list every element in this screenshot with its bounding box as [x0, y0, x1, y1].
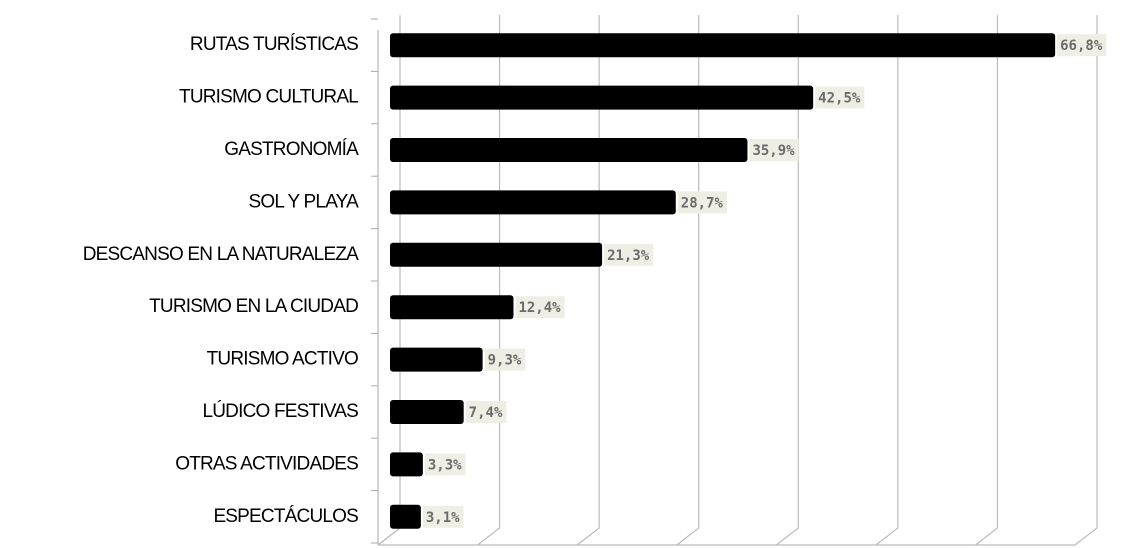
bar	[390, 242, 603, 267]
bar	[390, 504, 421, 529]
grid-line	[1074, 15, 1098, 546]
grid-line	[975, 15, 999, 546]
category-label: TURISMO CULTURAL	[179, 87, 358, 108]
value-label-bg	[422, 505, 464, 528]
value-label-bg	[515, 296, 565, 319]
value-label-bg	[749, 139, 799, 161]
category-label: RUTAS TURÍSTICAS	[190, 34, 358, 55]
grid-line	[775, 15, 799, 546]
category-label: TURISMO EN LA CIUDAD	[149, 296, 358, 317]
category-label: LÚDICO FESTIVAS	[202, 400, 358, 422]
value-label: 35,9%	[752, 143, 795, 159]
value-label-bg	[484, 348, 526, 371]
value-label: 28,7%	[681, 195, 724, 211]
value-label: 21,3%	[607, 248, 650, 264]
bar	[390, 138, 748, 162]
category-label: ESPECTÁCULOS	[213, 506, 358, 527]
bar	[390, 33, 1056, 58]
value-label: 66,8%	[1060, 38, 1103, 54]
grid-line	[477, 15, 501, 546]
value-label-bg	[604, 243, 654, 266]
grid-line	[576, 15, 600, 546]
grid-line	[875, 15, 899, 546]
category-label: DESCANSO EN LA NATURALEZA	[83, 244, 359, 265]
value-label: 7,4%	[469, 405, 503, 421]
bar	[390, 400, 464, 424]
bar	[390, 295, 514, 320]
bar	[390, 347, 483, 372]
value-label-bg	[1057, 34, 1107, 57]
bar	[390, 452, 423, 477]
value-label-bg	[465, 401, 507, 423]
value-label: 42,5%	[818, 91, 861, 107]
value-label: 9,3%	[488, 353, 522, 369]
grid-line	[676, 15, 700, 546]
category-label: TURISMO ACTIVO	[207, 349, 358, 370]
category-label: OTRAS ACTIVIDADES	[175, 453, 358, 474]
value-label: 3,3%	[428, 457, 462, 473]
value-label-bg	[815, 86, 865, 109]
bar	[390, 190, 676, 215]
category-label: SOL Y PLAYA	[249, 191, 360, 212]
value-label: 12,4%	[518, 300, 561, 316]
category-label: GASTRONOMÍA	[224, 139, 359, 160]
bar	[390, 85, 814, 110]
value-label-bg	[677, 191, 727, 214]
value-label: 3,1%	[426, 510, 460, 526]
value-label-bg	[424, 453, 466, 476]
